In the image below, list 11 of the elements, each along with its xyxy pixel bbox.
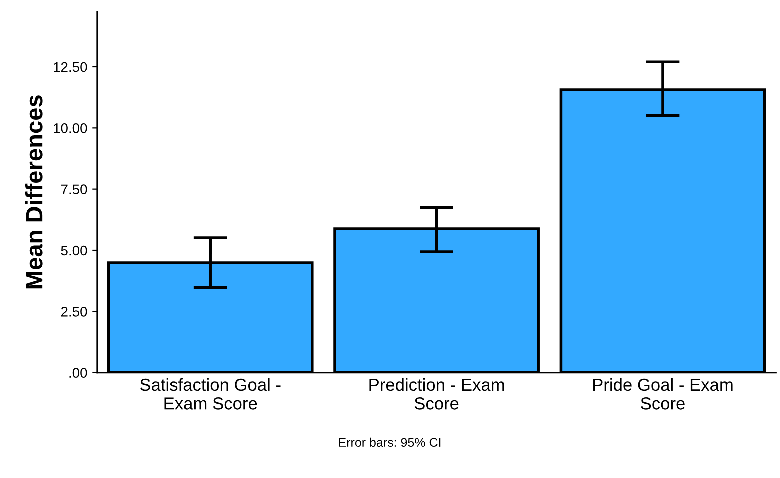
y-tick-label: .00 (70, 368, 88, 378)
x-tick-label: Pride Goal - Exam Score (594, 378, 733, 410)
y-tick-label: 10.00 (54, 124, 88, 134)
y-tick-label: 5.00 (61, 246, 88, 256)
y-tick-label: 7.50 (61, 184, 88, 195)
y-axis-title: Mean Differences (25, 96, 43, 289)
x-tick-label: Prediction - Exam Score (370, 378, 504, 410)
y-tick-label: 2.50 (61, 307, 88, 317)
y-tick-label: 12.50 (54, 62, 88, 72)
text: Error bars: 95% CI (339, 438, 441, 448)
x-tick-label: Satisfaction Goal - Exam Score (140, 378, 281, 410)
